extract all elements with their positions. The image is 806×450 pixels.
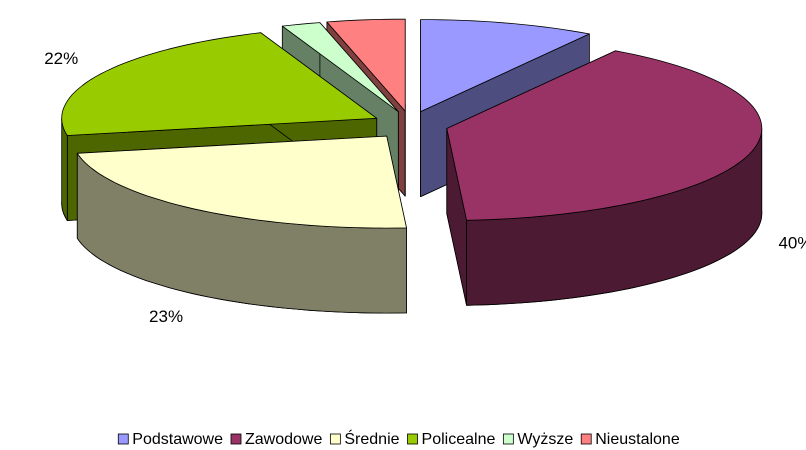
legend-label: Policealne: [422, 431, 496, 448]
slice-top: [420, 19, 590, 112]
legend-swatch: [117, 433, 129, 445]
legend-swatch: [580, 433, 592, 445]
slice-top: [326, 18, 406, 112]
data-label: 40%: [778, 233, 806, 252]
legend-swatch: [230, 433, 242, 445]
legend-swatch: [329, 433, 341, 445]
legend-swatch: [407, 433, 418, 445]
legend-label: Średnie: [344, 429, 399, 448]
legend-swatch: [502, 433, 514, 445]
slice-top: [446, 50, 763, 221]
data-label: 2%: [275, 0, 300, 4]
legend-label: Zawodowe: [245, 431, 322, 448]
data-label: 23%: [149, 307, 183, 326]
slice-top: [281, 22, 399, 113]
data-label: 9%: [509, 0, 534, 3]
slice-top: [61, 32, 378, 136]
legend-label: Wyższe: [517, 431, 573, 448]
legend-label: Nieustalone: [595, 431, 680, 448]
data-label: 22%: [44, 49, 78, 68]
pie-slice: [446, 50, 763, 306]
pie-slice: [76, 135, 407, 314]
slice-top: [76, 135, 407, 229]
legend-label: Podstawowe: [132, 431, 223, 448]
